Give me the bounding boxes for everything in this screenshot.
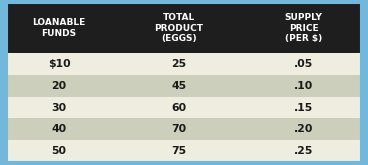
- Text: 60: 60: [171, 103, 186, 113]
- Bar: [111, 53, 246, 75]
- Text: 75: 75: [171, 146, 186, 156]
- Text: 70: 70: [171, 124, 186, 134]
- Text: 40: 40: [52, 124, 67, 134]
- Text: .10: .10: [294, 81, 314, 91]
- Bar: [246, 97, 361, 118]
- Bar: [246, 3, 361, 53]
- Bar: [7, 140, 111, 162]
- Bar: [7, 75, 111, 97]
- Text: 20: 20: [52, 81, 67, 91]
- Bar: [111, 3, 246, 53]
- Text: .15: .15: [294, 103, 314, 113]
- Text: .25: .25: [294, 146, 314, 156]
- Text: 30: 30: [52, 103, 67, 113]
- Text: SUPPLY
PRICE
(PER $): SUPPLY PRICE (PER $): [285, 13, 323, 43]
- Text: $10: $10: [47, 59, 70, 69]
- Text: 45: 45: [171, 81, 186, 91]
- Text: .20: .20: [294, 124, 314, 134]
- Bar: [111, 75, 246, 97]
- Bar: [7, 118, 111, 140]
- Text: LOANABLE
FUNDS: LOANABLE FUNDS: [32, 18, 86, 38]
- Bar: [246, 118, 361, 140]
- Bar: [246, 75, 361, 97]
- Bar: [246, 140, 361, 162]
- Bar: [111, 97, 246, 118]
- Text: 50: 50: [52, 146, 67, 156]
- Text: .05: .05: [294, 59, 314, 69]
- Bar: [7, 97, 111, 118]
- Bar: [111, 118, 246, 140]
- Text: TOTAL
PRODUCT
(EGGS): TOTAL PRODUCT (EGGS): [154, 13, 203, 43]
- Bar: [7, 3, 111, 53]
- Bar: [7, 53, 111, 75]
- Text: 25: 25: [171, 59, 186, 69]
- Bar: [246, 53, 361, 75]
- Bar: [111, 140, 246, 162]
